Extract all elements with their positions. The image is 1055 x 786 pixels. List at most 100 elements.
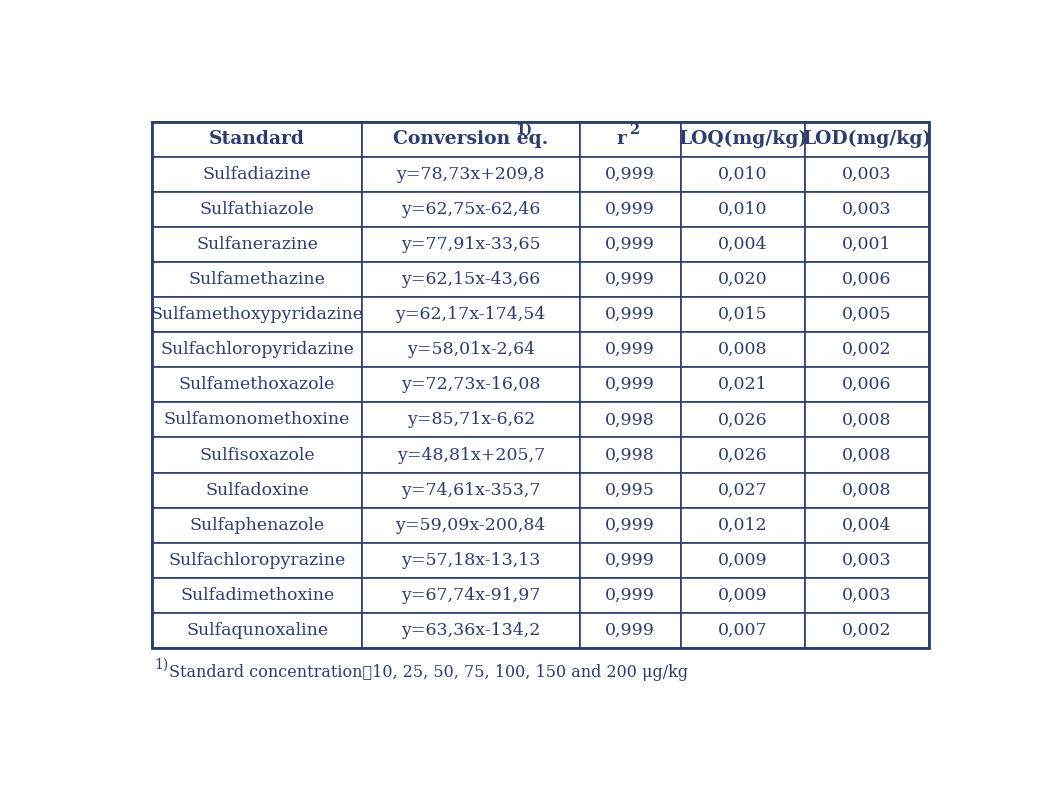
Text: 0,999: 0,999 xyxy=(606,271,655,288)
Text: y=62,15x-43,66: y=62,15x-43,66 xyxy=(401,271,540,288)
Text: 0,999: 0,999 xyxy=(606,200,655,218)
Bar xyxy=(579,402,680,438)
Bar xyxy=(579,156,680,192)
Text: 0,006: 0,006 xyxy=(842,376,891,393)
Bar xyxy=(362,122,579,156)
Text: Standard concentration：10, 25, 50, 75, 100, 150 and 200 μg/kg: Standard concentration：10, 25, 50, 75, 1… xyxy=(169,664,688,681)
Text: 0,999: 0,999 xyxy=(606,341,655,358)
Text: Sulfisoxazole: Sulfisoxazole xyxy=(199,446,315,464)
Bar xyxy=(805,227,929,262)
Bar xyxy=(362,472,579,508)
Bar xyxy=(362,262,579,297)
Bar xyxy=(579,578,680,613)
Bar xyxy=(680,332,805,367)
Bar xyxy=(152,543,362,578)
Text: y=48,81x+205,7: y=48,81x+205,7 xyxy=(397,446,544,464)
Text: Sulfadoxine: Sulfadoxine xyxy=(206,482,309,498)
Bar xyxy=(362,192,579,227)
Text: 0,008: 0,008 xyxy=(717,341,767,358)
Text: 0,015: 0,015 xyxy=(717,306,767,323)
Text: Sulfachloropyridazine: Sulfachloropyridazine xyxy=(160,341,354,358)
Text: 0,001: 0,001 xyxy=(842,236,891,253)
Bar xyxy=(579,122,680,156)
Bar xyxy=(152,332,362,367)
Bar xyxy=(362,402,579,438)
Bar xyxy=(362,438,579,472)
Text: 0,006: 0,006 xyxy=(842,271,891,288)
Text: y=67,74x-91,97: y=67,74x-91,97 xyxy=(401,587,540,604)
Text: LOQ(mg/kg): LOQ(mg/kg) xyxy=(678,130,807,149)
Text: Conversion eq.: Conversion eq. xyxy=(394,130,549,148)
Text: 0,999: 0,999 xyxy=(606,516,655,534)
Text: 0,027: 0,027 xyxy=(717,482,768,498)
Bar xyxy=(362,543,579,578)
Bar xyxy=(152,613,362,648)
Bar xyxy=(680,192,805,227)
Text: Standard: Standard xyxy=(209,130,305,148)
Bar xyxy=(680,262,805,297)
Bar xyxy=(805,367,929,402)
Bar xyxy=(152,508,362,543)
Text: 0,003: 0,003 xyxy=(842,587,891,604)
Text: 0,008: 0,008 xyxy=(842,482,891,498)
Text: Sulfanerazine: Sulfanerazine xyxy=(196,236,319,253)
Bar xyxy=(362,367,579,402)
Text: 0,999: 0,999 xyxy=(606,166,655,182)
Bar xyxy=(152,122,362,156)
Bar xyxy=(579,613,680,648)
Text: y=58,01x-2,64: y=58,01x-2,64 xyxy=(407,341,535,358)
Text: 0,999: 0,999 xyxy=(606,306,655,323)
Text: 1): 1) xyxy=(154,658,168,672)
Bar xyxy=(680,472,805,508)
Text: 0,003: 0,003 xyxy=(842,166,891,182)
Bar xyxy=(579,472,680,508)
Bar xyxy=(362,227,579,262)
Bar xyxy=(805,472,929,508)
Text: y=62,17x-174,54: y=62,17x-174,54 xyxy=(396,306,546,323)
Text: y=59,09x-200,84: y=59,09x-200,84 xyxy=(396,516,546,534)
Text: 0,026: 0,026 xyxy=(717,446,767,464)
Bar xyxy=(680,367,805,402)
Bar xyxy=(805,297,929,332)
Text: 0,002: 0,002 xyxy=(842,622,891,639)
Text: 0,004: 0,004 xyxy=(717,236,767,253)
Text: 1): 1) xyxy=(516,123,533,136)
Text: 0,026: 0,026 xyxy=(717,411,767,428)
Text: 0,999: 0,999 xyxy=(606,552,655,569)
Text: r: r xyxy=(617,130,627,148)
Bar xyxy=(680,297,805,332)
Text: Sulfaphenazole: Sulfaphenazole xyxy=(190,516,325,534)
Text: Sulfamethazine: Sulfamethazine xyxy=(189,271,326,288)
Text: y=72,73x-16,08: y=72,73x-16,08 xyxy=(401,376,540,393)
Bar xyxy=(805,508,929,543)
Text: 0,009: 0,009 xyxy=(717,552,767,569)
Text: 0,007: 0,007 xyxy=(717,622,767,639)
Bar xyxy=(152,227,362,262)
Bar xyxy=(680,156,805,192)
Text: 0,999: 0,999 xyxy=(606,236,655,253)
Text: y=62,75x-62,46: y=62,75x-62,46 xyxy=(401,200,540,218)
Bar xyxy=(805,578,929,613)
Bar xyxy=(680,543,805,578)
Bar xyxy=(805,438,929,472)
Bar xyxy=(680,578,805,613)
Text: 0,020: 0,020 xyxy=(717,271,767,288)
Text: 0,999: 0,999 xyxy=(606,376,655,393)
Text: Sulfamonomethoxine: Sulfamonomethoxine xyxy=(164,411,350,428)
Bar xyxy=(579,297,680,332)
Bar xyxy=(680,402,805,438)
Bar xyxy=(579,192,680,227)
Text: Sulfadiazine: Sulfadiazine xyxy=(203,166,311,182)
Bar xyxy=(579,332,680,367)
Text: 0,009: 0,009 xyxy=(717,587,767,604)
Bar xyxy=(680,438,805,472)
Text: 0,998: 0,998 xyxy=(606,446,655,464)
Bar xyxy=(362,613,579,648)
Text: y=85,71x-6,62: y=85,71x-6,62 xyxy=(406,411,535,428)
Bar xyxy=(362,508,579,543)
Bar xyxy=(680,613,805,648)
Bar xyxy=(805,613,929,648)
Bar xyxy=(805,402,929,438)
Text: 0,012: 0,012 xyxy=(717,516,767,534)
Text: y=78,73x+209,8: y=78,73x+209,8 xyxy=(397,166,545,182)
